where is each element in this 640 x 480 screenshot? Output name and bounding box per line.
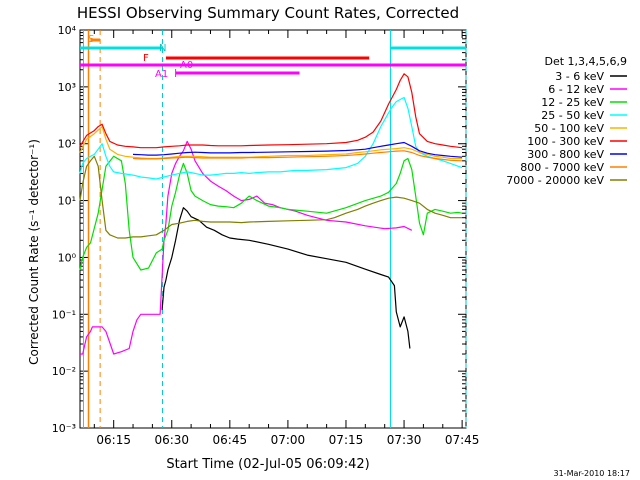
a0-label: A0 bbox=[180, 60, 193, 71]
chart-title: HESSI Observing Summary Count Rates, Cor… bbox=[77, 4, 459, 22]
y-tick-label: 10⁰ bbox=[58, 251, 77, 264]
x-tick-label: 07:30 bbox=[387, 433, 422, 447]
series-line-8 bbox=[132, 150, 463, 162]
legend-label-2: 6 - 12 keV bbox=[548, 83, 604, 96]
x-tick-label: 07:45 bbox=[445, 433, 480, 447]
a1-label: A1 bbox=[155, 69, 168, 80]
y-tick-label: 10¹ bbox=[58, 195, 76, 208]
legend-label-3: 12 - 25 keV bbox=[541, 96, 604, 109]
y-tick-label: 10⁴ bbox=[58, 24, 77, 37]
series-line-2 bbox=[80, 140, 413, 355]
x-axis-label: Start Time (02-Jul-05 06:09:42) bbox=[166, 457, 369, 472]
saa-label: S bbox=[88, 34, 94, 45]
flare-label: F bbox=[143, 53, 149, 64]
y-tick-label: 10⁻¹ bbox=[52, 308, 76, 321]
series-line-1 bbox=[161, 207, 411, 349]
series-line-3 bbox=[79, 155, 463, 271]
x-tick-label: 06:45 bbox=[213, 433, 248, 447]
y-axis-label: Corrected Count Rate (s⁻¹ detector⁻¹) bbox=[27, 139, 41, 365]
legend-label-9: 7000 - 20000 keV bbox=[506, 174, 604, 187]
series-line-4 bbox=[79, 96, 463, 180]
legend-label-7: 300 - 800 keV bbox=[527, 148, 604, 161]
series-line-6 bbox=[79, 73, 463, 149]
series-line-5 bbox=[79, 125, 463, 160]
series-line-9 bbox=[79, 155, 463, 239]
x-tick-label: 07:00 bbox=[271, 433, 306, 447]
legend-label-5: 50 - 100 keV bbox=[534, 122, 604, 135]
y-tick-label: 10⁻³ bbox=[52, 422, 76, 435]
series-line-7 bbox=[132, 141, 463, 158]
legend-label-6: 100 - 300 keV bbox=[527, 135, 604, 148]
night-label: N bbox=[159, 43, 166, 54]
legend-label-1: 3 - 6 keV bbox=[555, 70, 604, 83]
y-tick-label: 10² bbox=[58, 138, 76, 151]
legend-title: Det 1,3,4,5,6,9 bbox=[544, 55, 627, 68]
timestamp-label: 31-Mar-2010 18:17 bbox=[554, 469, 631, 478]
x-tick-label: 06:15 bbox=[96, 433, 131, 447]
legend-label-4: 25 - 50 keV bbox=[541, 109, 604, 122]
y-tick-label: 10⁻² bbox=[52, 365, 76, 378]
x-tick-label: 07:15 bbox=[329, 433, 364, 447]
legend-label-8: 800 - 7000 keV bbox=[520, 161, 604, 174]
x-tick-label: 06:30 bbox=[154, 433, 189, 447]
y-tick-label: 10³ bbox=[58, 81, 76, 94]
plot-area: 10⁻³ 10⁻² 10⁻¹ 10⁰ 10¹ 10² 10³ 10⁴ 06:15 06:30 06:… bbox=[52, 24, 480, 447]
